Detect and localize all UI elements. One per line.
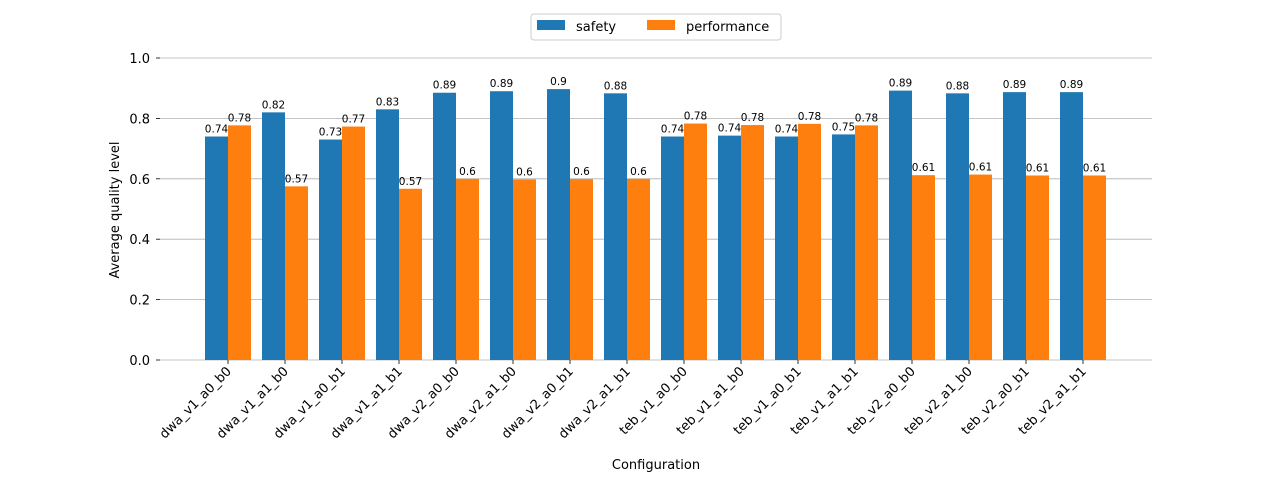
legend-label-safety: safety (576, 20, 616, 35)
data-label-performance: 0.6 (516, 166, 533, 178)
data-label-safety: 0.74 (775, 124, 799, 136)
bar-safety-dwa_v1_a1_b0 (262, 112, 285, 360)
x-axis: dwa_v1_a0_b0dwa_v1_a1_b0dwa_v1_a0_b1dwa_… (157, 360, 1090, 442)
data-label-safety: 0.88 (604, 80, 627, 92)
bar-performance-teb_v1_a0_b0 (684, 123, 707, 360)
data-label-performance: 0.6 (459, 166, 476, 178)
legend-swatch-safety (537, 20, 565, 30)
bar-safety-dwa_v1_a0_b1 (319, 139, 342, 360)
bar-performance-dwa_v2_a0_b1 (570, 179, 593, 360)
data-label-performance: 0.61 (1083, 162, 1106, 174)
x-axis-title: Configuration (612, 458, 700, 473)
bar-safety-teb_v1_a1_b0 (718, 135, 741, 360)
bar-performance-dwa_v2_a0_b0 (456, 178, 479, 360)
bar-safety-teb_v2_a0_b1 (1003, 92, 1026, 360)
bar-performance-teb_v1_a1_b0 (741, 125, 764, 360)
y-tick-label: 0.0 (129, 354, 150, 369)
legend-label-performance: performance (686, 20, 769, 35)
bar-safety-teb_v2_a0_b0 (889, 90, 912, 360)
bar-performance-dwa_v1_a1_b0 (285, 186, 308, 360)
y-axis: 0.0 0.2 0.4 0.6 0.8 1.0 (129, 52, 160, 369)
data-label-safety: 0.89 (889, 78, 912, 90)
data-label-performance: 0.78 (741, 112, 764, 124)
y-tick-label: 0.4 (129, 233, 150, 248)
bar-safety-dwa_v2_a0_b1 (547, 89, 570, 360)
y-tick-label: 0.2 (129, 294, 150, 309)
data-label-safety: 0.82 (262, 99, 285, 111)
bar-performance-teb_v1_a0_b1 (798, 123, 821, 360)
data-label-performance: 0.78 (684, 111, 707, 123)
data-label-performance: 0.78 (228, 112, 251, 124)
bar-performance-dwa_v2_a1_b1 (627, 178, 650, 360)
bar-safety-teb_v2_a1_b1 (1060, 92, 1083, 360)
bar-safety-teb_v1_a0_b0 (661, 136, 684, 360)
bar-safety-teb_v1_a0_b1 (775, 136, 798, 360)
bar-safety-teb_v1_a1_b1 (832, 134, 855, 360)
data-label-performance: 0.6 (630, 166, 647, 178)
y-axis-title: Average quality level (108, 141, 123, 278)
legend: safety performance (530, 13, 782, 41)
bar-safety-dwa_v2_a0_b0 (433, 92, 456, 360)
data-label-safety: 0.88 (946, 80, 969, 92)
bar-performance-teb_v2_a0_b1 (1026, 175, 1049, 360)
data-label-performance: 0.61 (969, 162, 992, 174)
y-tick-label: 1.0 (129, 52, 150, 67)
data-label-safety: 0.73 (319, 127, 342, 139)
data-label-safety: 0.89 (433, 80, 456, 92)
bar-performance-teb_v1_a1_b1 (855, 125, 878, 360)
data-label-safety: 0.74 (718, 123, 742, 135)
data-label-safety: 0.83 (376, 96, 399, 108)
data-label-safety: 0.89 (1060, 79, 1083, 91)
bar-performance-dwa_v1_a0_b1 (342, 126, 365, 360)
data-label-safety: 0.75 (832, 121, 855, 133)
bar-performance-teb_v2_a0_b0 (912, 175, 935, 360)
data-label-performance: 0.57 (285, 173, 308, 185)
data-labels: 0.740.820.730.830.89 0.89 0.9 0.880.74 0.74 0… (205, 76, 1106, 188)
bar-performance-teb_v2_a1_b1 (1083, 175, 1106, 360)
bars (205, 89, 1106, 361)
y-tick-label: 0.8 (129, 112, 150, 127)
data-label-safety: 0.89 (490, 78, 513, 90)
bar-safety-dwa_v2_a1_b0 (490, 91, 513, 360)
bar-safety-dwa_v2_a1_b1 (604, 93, 627, 361)
data-label-performance: 0.61 (1026, 162, 1049, 174)
bar-safety-dwa_v1_a0_b0 (205, 136, 228, 360)
data-label-performance: 0.61 (912, 162, 935, 174)
bar-performance-dwa_v1_a1_b1 (399, 188, 422, 360)
bar-performance-teb_v2_a1_b0 (969, 174, 992, 360)
y-tick-label: 0.6 (129, 173, 150, 188)
data-label-performance: 0.77 (342, 114, 365, 126)
bar-performance-dwa_v2_a1_b0 (513, 179, 536, 360)
data-label-performance: 0.57 (399, 176, 422, 188)
data-label-performance: 0.6 (573, 166, 590, 178)
data-label-safety: 0.89 (1003, 79, 1026, 91)
data-label-safety: 0.74 (661, 124, 685, 136)
bar-safety-dwa_v1_a1_b1 (376, 109, 399, 360)
data-label-safety: 0.74 (205, 124, 229, 136)
data-label-performance: 0.78 (855, 112, 878, 124)
bar-safety-teb_v2_a1_b0 (946, 93, 969, 361)
legend-swatch-performance (647, 20, 675, 30)
data-label-safety: 0.9 (550, 76, 567, 88)
data-label-performance: 0.78 (798, 111, 821, 123)
bar-performance-dwa_v1_a0_b0 (228, 125, 251, 360)
